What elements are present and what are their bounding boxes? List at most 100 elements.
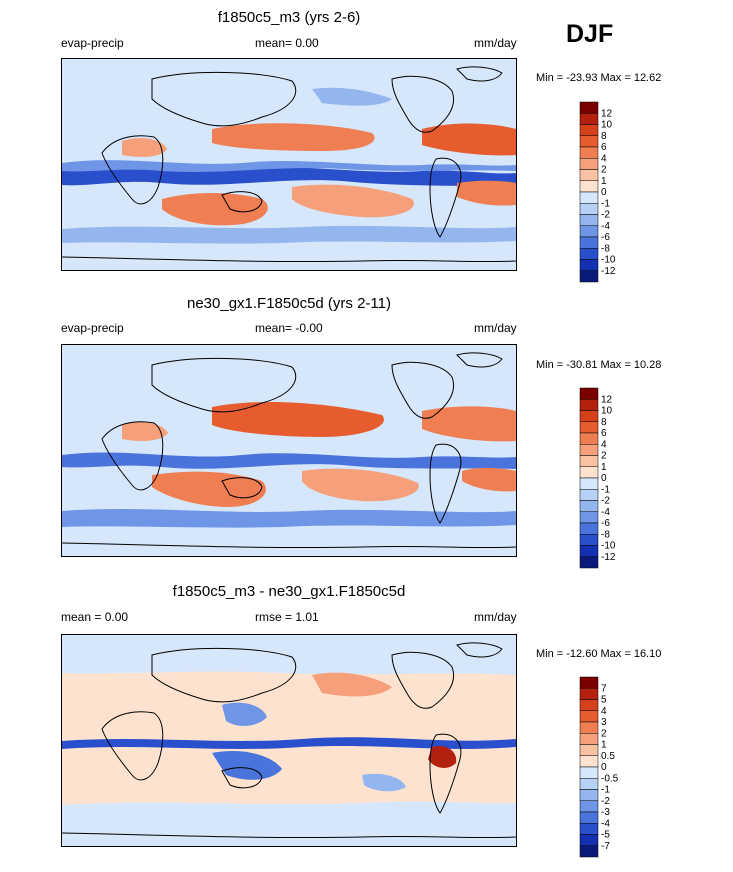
colorbar-tick-label: 10 bbox=[601, 406, 613, 417]
colorbar-tick-label: -8 bbox=[601, 243, 610, 254]
colorbar-box bbox=[579, 778, 599, 790]
colorbar-tick-label: -2 bbox=[601, 210, 610, 221]
panel-1-variable: evap-precip bbox=[61, 36, 124, 50]
colorbar-box bbox=[579, 432, 599, 445]
colorbar-tick-label: 12 bbox=[601, 394, 613, 405]
colorbar-tick-label: -6 bbox=[601, 518, 610, 529]
colorbar-box bbox=[579, 511, 599, 524]
colorbar-box bbox=[579, 113, 599, 125]
colorbar-tick-label: 0 bbox=[601, 187, 607, 198]
colorbar-box bbox=[579, 556, 599, 569]
panel-1-units: mm/day bbox=[474, 36, 517, 50]
colorbar-box bbox=[579, 259, 599, 271]
colorbar-box bbox=[579, 823, 599, 835]
colorbar-box bbox=[579, 845, 599, 858]
colorbar-tick-label: 0 bbox=[601, 473, 607, 484]
colorbar-tick-label: 2 bbox=[601, 165, 607, 176]
colorbar-box bbox=[579, 248, 599, 260]
colorbar-box bbox=[579, 466, 599, 479]
colorbar-tick-label: -5 bbox=[601, 830, 610, 841]
colorbar-box bbox=[579, 522, 599, 535]
panel-2-colorbar: 12 10 8 6 4 2 1 0 -1 -2 -4 -6 -8 -10 -12 bbox=[579, 387, 616, 569]
colorbar-box bbox=[579, 146, 599, 159]
colorbar-tick-label: -4 bbox=[601, 507, 610, 518]
colorbar-box bbox=[579, 191, 599, 204]
season-label: DJF bbox=[566, 20, 614, 48]
colorbar-tick-label: -1 bbox=[601, 785, 610, 796]
colorbar-box bbox=[579, 545, 599, 557]
colorbar-box bbox=[579, 387, 599, 400]
colorbar-tick-label: -8 bbox=[601, 529, 610, 540]
colorbar-box bbox=[579, 534, 599, 546]
panel-1-map-svg bbox=[62, 59, 516, 270]
colorbar-box bbox=[579, 214, 599, 226]
colorbar-tick-label: 0 bbox=[601, 762, 607, 773]
colorbar-box bbox=[579, 124, 599, 136]
colorbar-tick-label: 10 bbox=[601, 120, 613, 131]
panel-3-title: f1850c5_m3 - ne30_gx1.F1850c5d bbox=[172, 583, 406, 600]
colorbar-box bbox=[579, 444, 599, 456]
panel-3-units: mm/day bbox=[474, 610, 517, 624]
colorbar-box bbox=[579, 101, 599, 114]
colorbar-box bbox=[579, 710, 599, 723]
colorbar-box bbox=[579, 500, 599, 512]
colorbar-tick-label: -0.5 bbox=[601, 773, 619, 784]
panel-2-mean: mean= -0.00 bbox=[255, 321, 323, 335]
panel-1-minmax: Min = -23.93 Max = 12.62 bbox=[536, 72, 662, 84]
colorbar-box bbox=[579, 135, 599, 148]
colorbar-box bbox=[579, 489, 599, 501]
colorbar-box bbox=[579, 169, 599, 181]
colorbar-tick-label: 12 bbox=[601, 108, 613, 119]
colorbar-tick-label: 6 bbox=[601, 428, 607, 439]
colorbar-tick-label: 8 bbox=[601, 131, 607, 142]
colorbar-tick-label: -7 bbox=[601, 841, 610, 852]
colorbar-box bbox=[579, 755, 599, 768]
panel-3-map-svg bbox=[62, 635, 516, 846]
panel-3-colorbar: 7 5 4 3 2 1 0.5 0 -0.5 -1 -2 -3 -4 -5 -7 bbox=[579, 676, 619, 858]
panel-1-map bbox=[61, 58, 517, 271]
colorbar-tick-label: 4 bbox=[601, 706, 607, 717]
colorbar-box bbox=[579, 236, 599, 249]
colorbar-box bbox=[579, 811, 599, 824]
colorbar-box bbox=[579, 834, 599, 846]
colorbar-tick-label: -12 bbox=[601, 552, 616, 563]
panel-1-title: f1850c5_m3 (yrs 2-6) bbox=[217, 9, 361, 26]
colorbar-box bbox=[579, 410, 599, 422]
panel-3-map bbox=[61, 634, 517, 847]
colorbar-tick-label: -3 bbox=[601, 807, 610, 818]
panel-1-mean: mean= 0.00 bbox=[255, 36, 319, 50]
panel-1-colorbar: 12 10 8 6 4 2 1 0 -1 -2 -4 -6 -8 -10 -12 bbox=[579, 101, 616, 283]
panel-2-units: mm/day bbox=[474, 321, 517, 335]
colorbar-tick-label: 2 bbox=[601, 451, 607, 462]
panel-2-title: ne30_gx1.F1850c5d (yrs 2-11) bbox=[186, 295, 391, 312]
colorbar-box bbox=[579, 766, 599, 779]
colorbar-tick-label: 0.5 bbox=[601, 751, 615, 762]
colorbar-tick-label: 3 bbox=[601, 717, 607, 728]
colorbar-tick-label: -2 bbox=[601, 496, 610, 507]
colorbar-tick-label: -4 bbox=[601, 818, 610, 829]
colorbar-box bbox=[579, 455, 599, 467]
colorbar-box bbox=[579, 688, 599, 700]
colorbar-tick-label: -12 bbox=[601, 266, 616, 277]
colorbar-box bbox=[579, 203, 599, 215]
panel-3-minmax: Min = -12.60 Max = 16.10 bbox=[536, 648, 662, 660]
colorbar-tick-label: -2 bbox=[601, 796, 610, 807]
colorbar-tick-label: 1 bbox=[601, 176, 607, 187]
colorbar-box bbox=[579, 477, 599, 490]
colorbar-tick-label: 2 bbox=[601, 728, 607, 739]
colorbar-tick-label: 7 bbox=[601, 683, 607, 694]
panel-2-variable: evap-precip bbox=[61, 321, 124, 335]
colorbar-box bbox=[579, 270, 599, 283]
panel-3-rmse: rmse = 1.01 bbox=[255, 610, 319, 624]
colorbar-tick-label: 8 bbox=[601, 417, 607, 428]
colorbar-box bbox=[579, 744, 599, 756]
panel-2-minmax: Min = -30.81 Max = 10.28 bbox=[536, 359, 662, 371]
panel-2-map-svg bbox=[62, 345, 516, 556]
colorbar-box bbox=[579, 733, 599, 745]
colorbar-box bbox=[579, 180, 599, 193]
colorbar-box bbox=[579, 699, 599, 711]
colorbar-tick-label: -10 bbox=[601, 541, 616, 552]
colorbar-tick-label: 1 bbox=[601, 740, 607, 751]
